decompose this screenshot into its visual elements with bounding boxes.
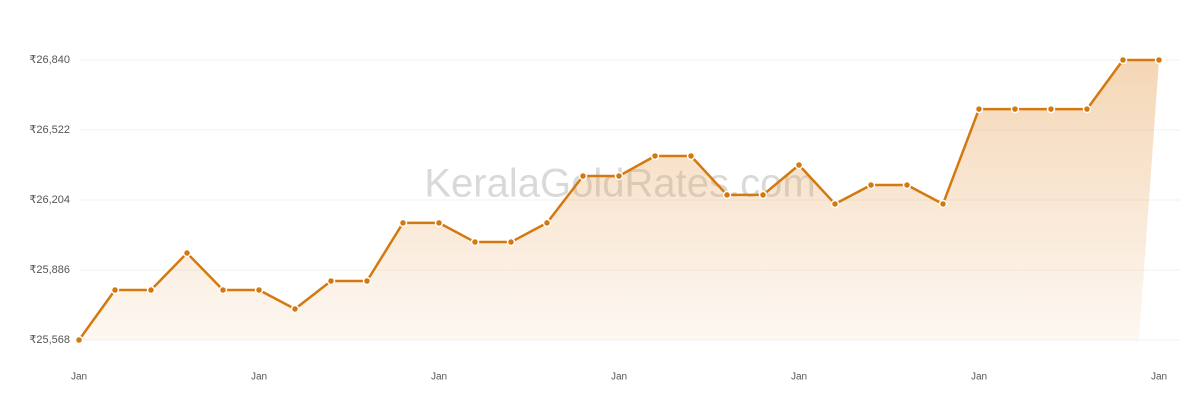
x-tick-label: Jan	[71, 372, 87, 383]
point	[758, 190, 768, 200]
point	[362, 276, 372, 286]
y-tick-label: ₹25,568	[29, 334, 70, 346]
point	[722, 190, 732, 200]
point	[110, 285, 120, 295]
point	[614, 171, 624, 181]
y-tick-label: ₹25,886	[29, 264, 70, 276]
y-tick-label: ₹26,204	[29, 194, 70, 206]
point	[218, 285, 228, 295]
point	[974, 104, 984, 114]
y-tick-label: ₹26,522	[29, 124, 70, 136]
point	[506, 237, 516, 247]
point	[686, 151, 696, 161]
point	[470, 237, 480, 247]
point	[650, 151, 660, 161]
x-tick-label: Jan	[431, 372, 447, 383]
point	[542, 218, 552, 228]
point	[902, 180, 912, 190]
point	[866, 180, 876, 190]
x-tick-label: Jan	[791, 372, 807, 383]
point	[398, 218, 408, 228]
point	[434, 218, 444, 228]
point	[938, 199, 948, 209]
x-tick-label: Jan	[1151, 372, 1167, 383]
x-tick-label: Jan	[971, 372, 987, 383]
point	[74, 335, 84, 345]
x-tick-label: Jan	[611, 372, 627, 383]
point	[1118, 55, 1128, 65]
point	[1046, 104, 1056, 114]
point	[830, 199, 840, 209]
point	[1082, 104, 1092, 114]
point	[146, 285, 156, 295]
y-tick-label: ₹26,840	[29, 54, 70, 66]
point	[1010, 104, 1020, 114]
x-tick-label: Jan	[251, 372, 267, 383]
point	[290, 304, 300, 314]
point	[578, 171, 588, 181]
area	[79, 60, 1159, 340]
point	[326, 276, 336, 286]
point	[254, 285, 264, 295]
point	[1154, 55, 1164, 65]
point	[182, 248, 192, 258]
point	[794, 160, 804, 170]
